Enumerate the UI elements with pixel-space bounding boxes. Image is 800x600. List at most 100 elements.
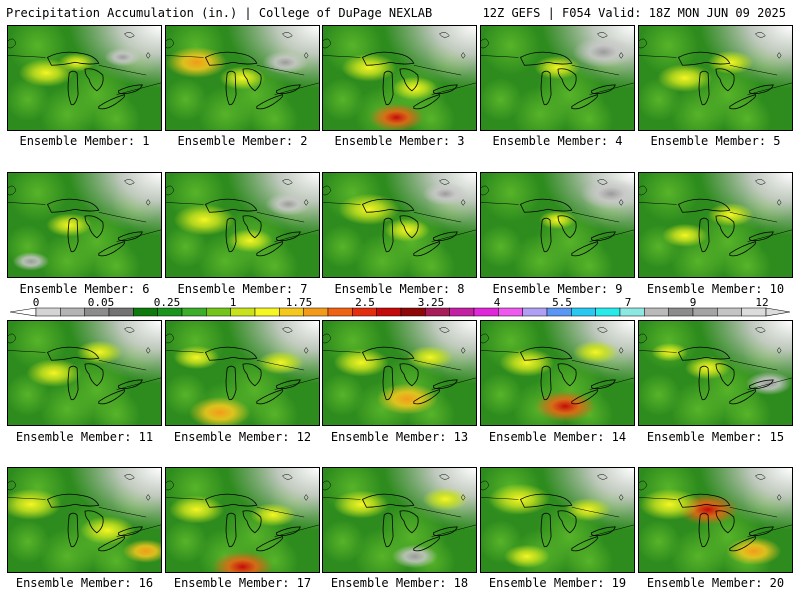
colorbar-segment bbox=[522, 307, 548, 317]
colorbar-segment bbox=[717, 307, 742, 317]
ensemble-member-label: Ensemble Member: 6 bbox=[19, 282, 150, 296]
colorbar-tick-label: 0 bbox=[33, 297, 40, 309]
ensemble-member-label: Ensemble Member: 14 bbox=[488, 430, 627, 444]
precip-map-graphic bbox=[323, 321, 476, 425]
precip-map-graphic bbox=[481, 321, 634, 425]
political-boundaries bbox=[323, 327, 476, 390]
colorbar-segment bbox=[668, 307, 694, 317]
political-boundaries bbox=[639, 179, 792, 242]
ensemble-member-map bbox=[165, 172, 320, 278]
colorbar-tick-label: 5.5 bbox=[552, 297, 572, 309]
colorbar-segment bbox=[644, 307, 669, 317]
ensemble-member-map bbox=[322, 467, 477, 573]
precip-map-graphic bbox=[481, 173, 634, 277]
colorbar-max-arrow bbox=[765, 307, 791, 317]
precip-map-graphic bbox=[639, 468, 792, 572]
political-boundaries bbox=[481, 32, 634, 95]
political-boundaries bbox=[166, 179, 319, 242]
colorbar-segment bbox=[84, 307, 110, 317]
ensemble-member-map bbox=[165, 320, 320, 426]
political-boundaries bbox=[639, 327, 792, 390]
political-boundaries bbox=[166, 32, 319, 95]
colorbar-segment bbox=[425, 307, 450, 317]
ensemble-member-map bbox=[165, 25, 320, 131]
great-lakes-outline bbox=[677, 493, 774, 552]
ensemble-member-label: Ensemble Member: 7 bbox=[177, 282, 308, 296]
colorbar-graphic: 0 0.05 0.25 1 1.75 2.5 3.25 4 5.5 7 9 12 bbox=[9, 297, 791, 317]
colorbar-segment bbox=[376, 307, 402, 317]
page-title: Precipitation Accumulation (in.) | Colle… bbox=[6, 6, 433, 20]
precip-map-graphic bbox=[323, 26, 476, 130]
political-boundaries bbox=[323, 474, 476, 537]
ensemble-member-map bbox=[7, 25, 162, 131]
ensemble-member-map bbox=[480, 25, 635, 131]
colorbar-tick-label: 3.25 bbox=[418, 297, 445, 309]
colorbar-segment bbox=[181, 307, 207, 317]
colorbar-segment bbox=[546, 307, 572, 317]
political-boundaries bbox=[639, 474, 792, 537]
precip-map-graphic bbox=[639, 26, 792, 130]
colorbar-segment bbox=[279, 307, 304, 317]
great-lakes-outline bbox=[204, 198, 301, 257]
ensemble-member-label: Ensemble Member: 17 bbox=[173, 576, 312, 590]
political-boundaries bbox=[323, 32, 476, 95]
ensemble-member-map bbox=[322, 172, 477, 278]
ensemble-member-label: Ensemble Member: 5 bbox=[650, 134, 781, 148]
ensemble-member-map bbox=[165, 467, 320, 573]
ensemble-member-map bbox=[7, 320, 162, 426]
political-boundaries bbox=[166, 474, 319, 537]
colorbar-segment bbox=[619, 307, 645, 317]
great-lakes-outline bbox=[519, 346, 616, 405]
colorbar-segment bbox=[498, 307, 523, 317]
ensemble-member-label: Ensemble Member: 15 bbox=[646, 430, 785, 444]
precip-map-graphic bbox=[166, 321, 319, 425]
political-boundaries bbox=[481, 179, 634, 242]
political-boundaries bbox=[166, 327, 319, 390]
colorbar-min-arrow bbox=[9, 307, 37, 317]
colorbar-segment bbox=[595, 307, 621, 317]
colorbar-segment bbox=[133, 307, 158, 317]
great-lakes-outline bbox=[204, 493, 301, 552]
colorbar-segment bbox=[157, 307, 183, 317]
ensemble-member-label: Ensemble Member: 4 bbox=[492, 134, 623, 148]
ensemble-member-map bbox=[480, 320, 635, 426]
political-boundaries bbox=[8, 179, 161, 242]
ensemble-member-label: Ensemble Member: 3 bbox=[334, 134, 465, 148]
ensemble-member-map bbox=[322, 320, 477, 426]
ensemble-member-label: Ensemble Member: 10 bbox=[646, 282, 785, 296]
colorbar-tick-label: 0.05 bbox=[88, 297, 115, 309]
precip-map-graphic bbox=[8, 321, 161, 425]
precip-map-graphic bbox=[8, 173, 161, 277]
great-lakes-outline bbox=[46, 51, 143, 110]
colorbar-segment bbox=[206, 307, 231, 317]
precipitation-colorbar: 0 0.05 0.25 1 1.75 2.5 3.25 4 5.5 7 9 12 bbox=[0, 297, 800, 321]
great-lakes-outline bbox=[361, 493, 458, 552]
colorbar-segment bbox=[352, 307, 377, 317]
ensemble-member-label: Ensemble Member: 2 bbox=[177, 134, 308, 148]
ensemble-member-label: Ensemble Member: 8 bbox=[334, 282, 465, 296]
colorbar-segment bbox=[741, 307, 767, 317]
political-boundaries bbox=[481, 474, 634, 537]
precip-map-graphic bbox=[8, 468, 161, 572]
colorbar-segment bbox=[327, 307, 353, 317]
great-lakes-outline bbox=[204, 346, 301, 405]
political-boundaries bbox=[8, 327, 161, 390]
colorbar-tick-label: 7 bbox=[625, 297, 632, 309]
precip-map-graphic bbox=[166, 468, 319, 572]
colorbar-tick-label: 9 bbox=[690, 297, 697, 309]
ensemble-member-map bbox=[7, 172, 162, 278]
political-boundaries bbox=[323, 179, 476, 242]
ensemble-member-map bbox=[480, 467, 635, 573]
precip-map-graphic bbox=[323, 173, 476, 277]
colorbar-segment bbox=[108, 307, 134, 317]
great-lakes-outline bbox=[46, 198, 143, 257]
ensemble-member-label: Ensemble Member: 9 bbox=[492, 282, 623, 296]
colorbar-segment bbox=[303, 307, 329, 317]
colorbar-tick-label: 0.25 bbox=[154, 297, 181, 309]
political-boundaries bbox=[481, 327, 634, 390]
colorbar-segment bbox=[692, 307, 718, 317]
ensemble-member-map bbox=[638, 25, 793, 131]
colorbar-segment bbox=[230, 307, 256, 317]
precip-map-graphic bbox=[166, 173, 319, 277]
ensemble-member-map bbox=[638, 320, 793, 426]
